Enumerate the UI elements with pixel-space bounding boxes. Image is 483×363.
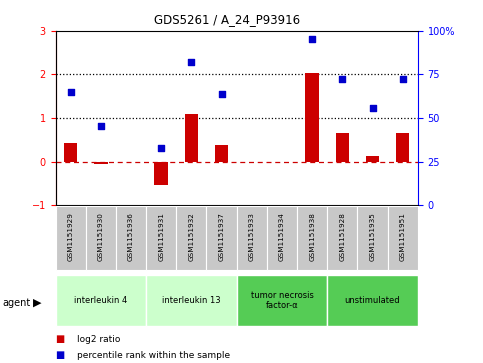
- Bar: [388, 206, 418, 270]
- Text: GSM1151934: GSM1151934: [279, 212, 285, 261]
- Bar: [86, 206, 116, 270]
- Bar: [155, 162, 168, 185]
- Text: log2 ratio: log2 ratio: [77, 335, 121, 344]
- Text: interleukin 4: interleukin 4: [74, 296, 128, 305]
- Bar: [237, 275, 327, 326]
- Bar: [146, 206, 176, 270]
- Bar: [176, 206, 207, 270]
- Bar: [327, 275, 418, 326]
- Text: GSM1151929: GSM1151929: [68, 212, 73, 261]
- Bar: [237, 206, 267, 270]
- Point: [67, 89, 74, 95]
- Point: [369, 106, 376, 111]
- Bar: [297, 206, 327, 270]
- Bar: [116, 206, 146, 270]
- Bar: [56, 275, 146, 326]
- Bar: [366, 156, 379, 162]
- Bar: [207, 206, 237, 270]
- Text: percentile rank within the sample: percentile rank within the sample: [77, 351, 230, 359]
- Text: GSM1151928: GSM1151928: [340, 212, 345, 261]
- Text: ▶: ▶: [33, 298, 42, 308]
- Text: GSM1151933: GSM1151933: [249, 212, 255, 261]
- Text: tumor necrosis
factor-α: tumor necrosis factor-α: [251, 291, 313, 310]
- Text: GDS5261 / A_24_P93916: GDS5261 / A_24_P93916: [154, 13, 300, 26]
- Text: interleukin 13: interleukin 13: [162, 296, 221, 305]
- Point: [308, 36, 316, 42]
- Text: unstimulated: unstimulated: [345, 296, 400, 305]
- Point: [187, 59, 195, 65]
- Text: GSM1151937: GSM1151937: [219, 212, 225, 261]
- Bar: [94, 162, 108, 164]
- Text: GSM1151936: GSM1151936: [128, 212, 134, 261]
- Bar: [215, 145, 228, 162]
- Bar: [146, 275, 237, 326]
- Text: GSM1151951: GSM1151951: [400, 212, 406, 261]
- Bar: [327, 206, 357, 270]
- Text: agent: agent: [2, 298, 30, 308]
- Point: [399, 76, 407, 82]
- Bar: [267, 206, 297, 270]
- Text: GSM1151932: GSM1151932: [188, 212, 194, 261]
- Bar: [357, 206, 388, 270]
- Point: [97, 123, 105, 129]
- Text: GSM1151935: GSM1151935: [369, 212, 375, 261]
- Text: GSM1151931: GSM1151931: [158, 212, 164, 261]
- Point: [157, 145, 165, 151]
- Text: ■: ■: [56, 334, 65, 344]
- Bar: [336, 133, 349, 162]
- Point: [339, 76, 346, 82]
- Point: [218, 91, 226, 97]
- Bar: [56, 206, 86, 270]
- Bar: [64, 143, 77, 162]
- Text: GSM1151938: GSM1151938: [309, 212, 315, 261]
- Bar: [396, 133, 410, 162]
- Text: GSM1151930: GSM1151930: [98, 212, 104, 261]
- Bar: [185, 114, 198, 162]
- Bar: [305, 73, 319, 162]
- Text: ■: ■: [56, 350, 65, 360]
